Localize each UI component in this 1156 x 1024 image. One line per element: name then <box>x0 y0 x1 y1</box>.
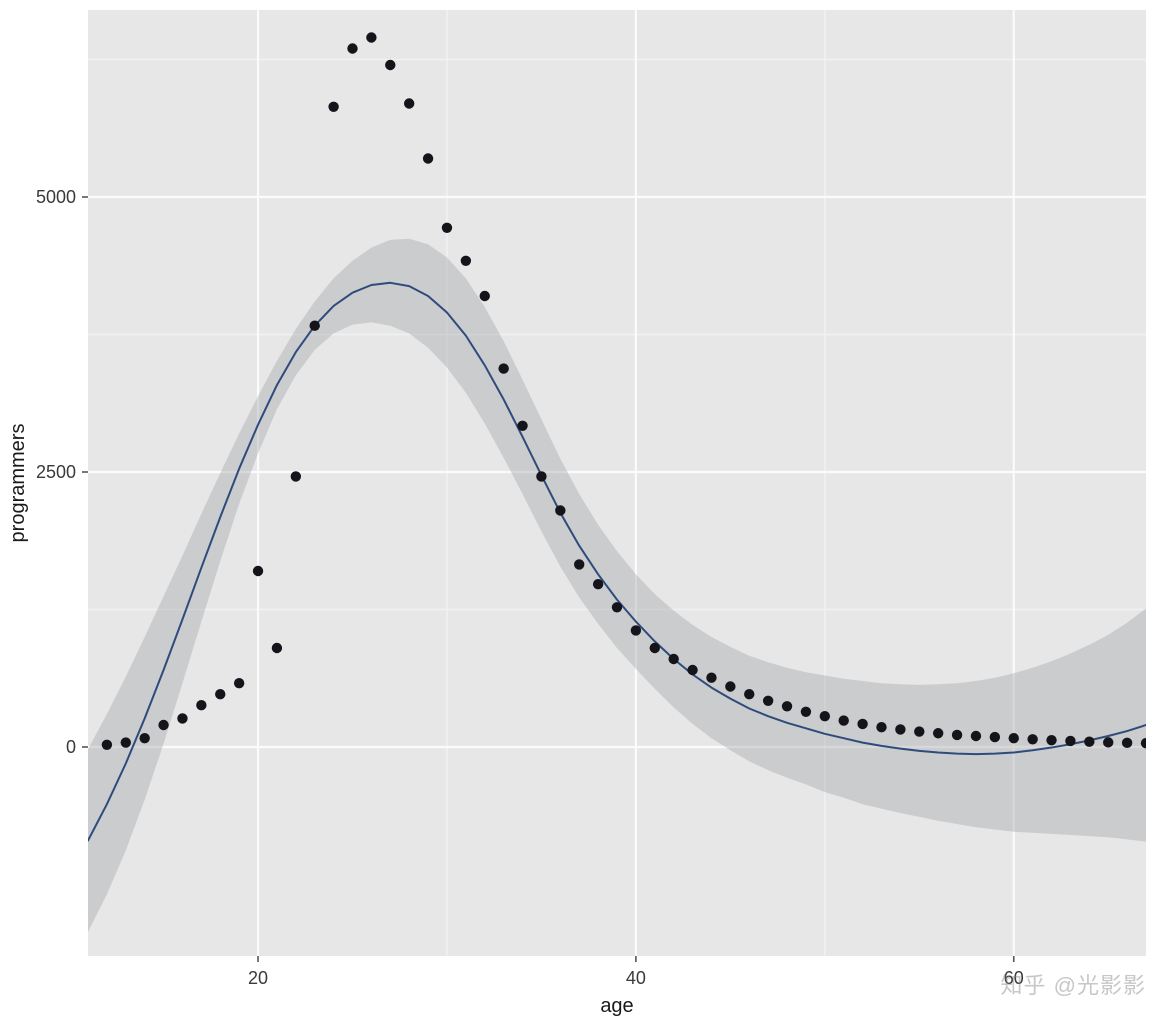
scatter-point <box>310 321 320 331</box>
scatter-point <box>1122 738 1132 748</box>
scatter-point <box>839 715 849 725</box>
scatter-point <box>385 60 395 70</box>
scatter-point <box>1084 737 1094 747</box>
scatter-point <box>706 673 716 683</box>
x-tick-label: 60 <box>1004 968 1024 988</box>
scatter-point <box>121 737 131 747</box>
scatter-point <box>857 719 867 729</box>
scatter-point <box>234 678 244 688</box>
scatter-point <box>1046 735 1056 745</box>
scatter-point <box>291 471 301 481</box>
scatter-point <box>177 713 187 723</box>
scatter-point <box>933 728 943 738</box>
chart-container: 204060025005000ageprogrammers 知乎 @光影影 <box>0 0 1156 1024</box>
scatter-point <box>404 98 414 108</box>
scatter-point <box>517 421 527 431</box>
scatter-point <box>687 665 697 675</box>
scatter-point <box>423 153 433 163</box>
scatter-point <box>593 579 603 589</box>
scatter-point <box>158 720 168 730</box>
x-tick-label: 40 <box>626 968 646 988</box>
scatter-point <box>1141 738 1151 748</box>
scatter-point <box>650 643 660 653</box>
scatter-point <box>876 722 886 732</box>
y-tick-label: 2500 <box>36 462 76 482</box>
scatter-point <box>366 32 376 42</box>
scatter-point <box>253 566 263 576</box>
scatter-point <box>555 505 565 515</box>
scatter-point <box>820 711 830 721</box>
x-tick-label: 20 <box>248 968 268 988</box>
scatter-point <box>952 730 962 740</box>
scatter-point <box>139 733 149 743</box>
scatter-point <box>328 102 338 112</box>
scatter-point <box>1027 734 1037 744</box>
scatter-point <box>782 701 792 711</box>
y-axis-label: programmers <box>7 424 29 543</box>
scatter-point <box>480 291 490 301</box>
scatter-point <box>895 724 905 734</box>
y-tick-label: 5000 <box>36 187 76 207</box>
scatter-point <box>1065 736 1075 746</box>
scatter-point <box>631 625 641 635</box>
y-tick-label: 0 <box>66 737 76 757</box>
scatter-point <box>763 696 773 706</box>
scatter-point <box>744 689 754 699</box>
scatter-point <box>990 732 1000 742</box>
x-axis-label: age <box>600 995 633 1017</box>
scatter-point <box>668 654 678 664</box>
scatter-point <box>215 689 225 699</box>
scatter-point <box>442 223 452 233</box>
scatter-point <box>272 643 282 653</box>
scatter-point <box>971 731 981 741</box>
scatter-point <box>1009 733 1019 743</box>
scatter-point <box>612 602 622 612</box>
scatter-point <box>536 471 546 481</box>
scatter-point <box>498 363 508 373</box>
scatter-point <box>102 740 112 750</box>
scatter-point <box>801 707 811 717</box>
scatter-point <box>725 681 735 691</box>
scatter-point <box>461 256 471 266</box>
scatter-point <box>1103 737 1113 747</box>
scatter-point <box>914 726 924 736</box>
scatter-point <box>574 559 584 569</box>
scatter-point <box>196 700 206 710</box>
chart-svg: 20 40 60 0 2500 5000 age programmers <box>0 0 1156 1024</box>
scatter-point <box>347 43 357 53</box>
